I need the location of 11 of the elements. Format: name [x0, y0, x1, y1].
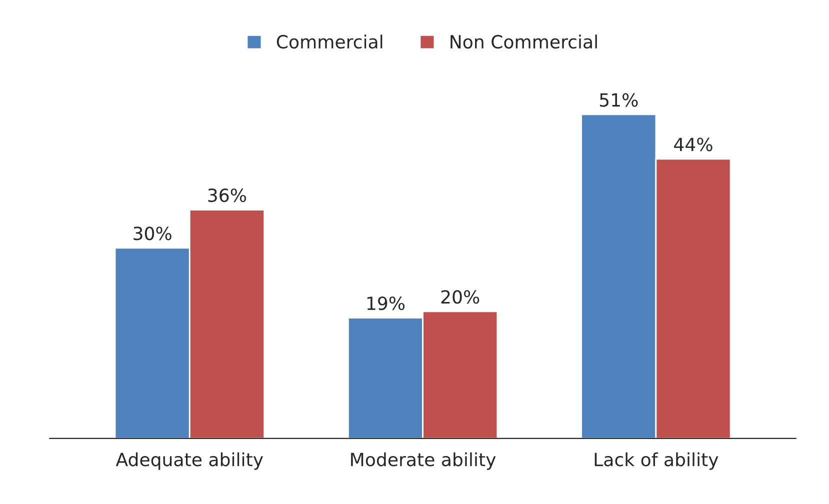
- data-label: 51%: [600, 93, 638, 107]
- data-label: 19%: [367, 296, 405, 310]
- legend-label: Non Commercial: [450, 34, 597, 49]
- data-label: 20%: [441, 290, 480, 304]
- data-label: 30%: [134, 226, 172, 240]
- data-label: 36%: [208, 188, 246, 202]
- data-label: 44%: [674, 138, 712, 152]
- x-tick-label: Lack of ability: [594, 452, 718, 470]
- x-tick-label: Adequate ability: [116, 452, 264, 470]
- x-tick-label: Moderate ability: [351, 452, 496, 470]
- legend-label: Commercial: [276, 34, 382, 49]
